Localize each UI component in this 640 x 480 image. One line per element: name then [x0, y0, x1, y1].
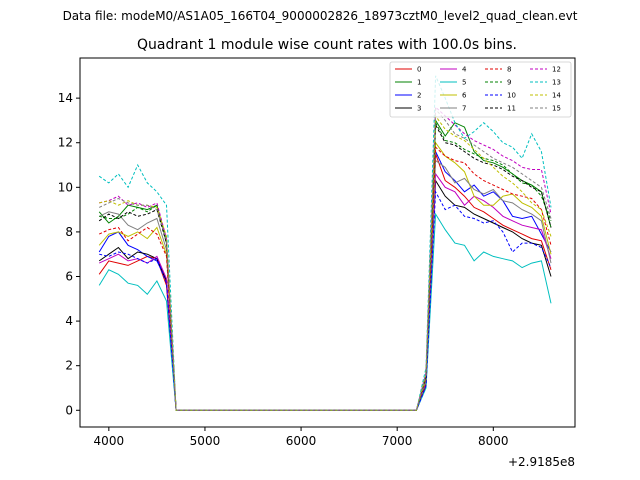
legend-label-1: 1	[417, 79, 421, 87]
legend-label-13: 13	[552, 79, 561, 87]
series-line-15	[98, 108, 552, 411]
legend-label-14: 14	[552, 92, 561, 100]
legend-label-0: 0	[417, 66, 421, 74]
legend-label-2: 2	[417, 92, 421, 100]
legend-label-9: 9	[507, 79, 511, 87]
legend-label-12: 12	[552, 66, 561, 74]
legend-label-4: 4	[462, 66, 467, 74]
plot-frame	[79, 57, 576, 428]
legend-label-8: 8	[507, 66, 511, 74]
y-tick-label: 2	[65, 359, 73, 373]
x-tick-label: 8000	[478, 434, 509, 448]
legend-label-10: 10	[507, 92, 516, 100]
x-offset-label: +2.9185e8	[508, 455, 575, 469]
x-tick-label: 5000	[190, 434, 221, 448]
legend-label-3: 3	[417, 105, 421, 113]
y-tick-label: 14	[58, 91, 73, 105]
x-axis: 4000 5000 6000 7000 8000	[94, 427, 509, 448]
legend-label-11: 11	[507, 105, 516, 113]
y-tick-label: 12	[58, 136, 73, 150]
y-tick-label: 10	[58, 180, 73, 194]
x-tick-label: 7000	[382, 434, 413, 448]
x-tick-label: 4000	[94, 434, 125, 448]
x-tick-label: 6000	[286, 434, 317, 448]
legend-label-15: 15	[552, 105, 561, 113]
series-line-8	[98, 146, 552, 411]
y-tick-label: 8	[65, 225, 73, 239]
suptitle: Data file: modeM0/AS1A05_166T04_90000028…	[63, 9, 578, 23]
chart-title: Quadrant 1 module wise count rates with …	[137, 37, 517, 53]
y-tick-label: 0	[65, 403, 73, 417]
y-axis: 0 2 4 6 8 10 12 14	[58, 91, 80, 417]
legend-label-7: 7	[462, 105, 466, 113]
legend-box	[389, 61, 572, 118]
y-tick-label: 4	[65, 314, 73, 328]
y-tick-label: 6	[65, 270, 73, 284]
legend-label-6: 6	[462, 92, 467, 100]
plot-lines	[98, 75, 552, 411]
legend-label-5: 5	[462, 79, 466, 87]
